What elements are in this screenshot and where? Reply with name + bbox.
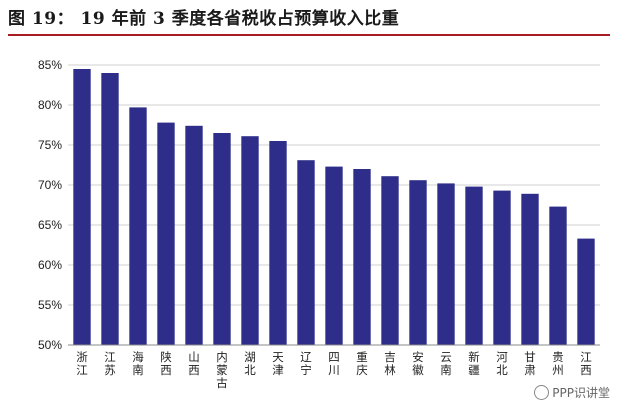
y-tick-label: 70%: [38, 178, 62, 192]
x-category-label: 新: [468, 350, 480, 364]
bar: [381, 176, 399, 345]
bar: [465, 186, 483, 345]
y-tick-label: 80%: [38, 98, 62, 112]
x-category-label: 江: [580, 350, 592, 364]
x-category-label: 吉: [384, 350, 396, 364]
figure-title: 图 19： 19 年前 3 季度各省税收占预算收入比重: [8, 9, 400, 29]
title-divider: [8, 34, 610, 36]
bar: [353, 169, 371, 345]
x-category-label: 江: [104, 350, 116, 364]
x-category-label: 河: [496, 350, 508, 364]
x-category-label: 甘: [524, 350, 536, 364]
bar: [409, 180, 427, 345]
watermark-text: PPP识讲堂: [552, 386, 610, 400]
y-axis-ticks: 50% 55% 60% 65% 70% 75% 80% 85%: [38, 58, 62, 352]
bars: [73, 69, 595, 346]
x-category-label: 宁: [300, 363, 312, 377]
x-category-label: 州: [552, 363, 564, 377]
x-category-label: 南: [132, 363, 144, 377]
x-category-label: 津: [272, 363, 284, 377]
bar: [157, 122, 175, 345]
x-category-label: 贵: [552, 350, 564, 364]
bar: [521, 193, 539, 345]
bar: [549, 206, 567, 345]
x-category-label: 徽: [412, 363, 424, 377]
x-category-label: 云: [440, 350, 452, 364]
x-category-label: 肃: [524, 363, 536, 377]
bar: [325, 166, 343, 345]
bar: [493, 190, 511, 345]
y-tick-label: 60%: [38, 258, 62, 272]
bar: [73, 69, 91, 345]
bar: [185, 125, 203, 345]
x-category-label: 天: [272, 350, 284, 364]
x-category-label: 山: [188, 350, 200, 364]
x-category-label: 南: [440, 363, 452, 377]
bar: [101, 73, 119, 345]
x-category-label: 内: [216, 350, 228, 364]
x-category-label: 重: [356, 350, 368, 364]
x-category-label: 庆: [356, 363, 368, 377]
x-category-label: 海: [132, 350, 144, 364]
x-category-label: 北: [496, 363, 508, 377]
watermark: PPP识讲堂: [534, 384, 610, 401]
x-category-label: 安: [412, 350, 424, 364]
x-category-label: 蒙: [216, 363, 228, 377]
x-category-label: 林: [384, 363, 396, 377]
x-category-label: 江: [76, 363, 88, 377]
bar: [241, 136, 259, 345]
x-category-label: 湖: [244, 350, 256, 364]
x-category-label: 四: [328, 350, 340, 364]
bar: [213, 133, 231, 345]
bar: [269, 141, 287, 345]
bar: [577, 238, 595, 345]
x-category-label: 西: [188, 363, 200, 377]
x-category-label: 陕: [160, 350, 172, 364]
x-category-label: 北: [244, 363, 256, 377]
x-category-label: 西: [580, 363, 592, 377]
x-category-label: 古: [216, 376, 228, 390]
x-category-label: 川: [328, 363, 340, 377]
x-category-label: 疆: [468, 363, 480, 377]
wechat-icon: [534, 385, 550, 400]
bar: [437, 183, 455, 345]
bar: [129, 107, 147, 346]
y-tick-label: 50%: [38, 338, 62, 352]
y-tick-label: 85%: [38, 58, 62, 72]
x-category-label: 西: [160, 363, 172, 377]
bar: [297, 160, 315, 345]
y-tick-label: 65%: [38, 218, 62, 232]
x-category-label: 浙: [76, 350, 88, 364]
x-category-label: 苏: [104, 363, 116, 377]
y-tick-label: 75%: [38, 138, 62, 152]
x-category-label: 辽: [300, 350, 312, 364]
y-tick-label: 55%: [38, 298, 62, 312]
